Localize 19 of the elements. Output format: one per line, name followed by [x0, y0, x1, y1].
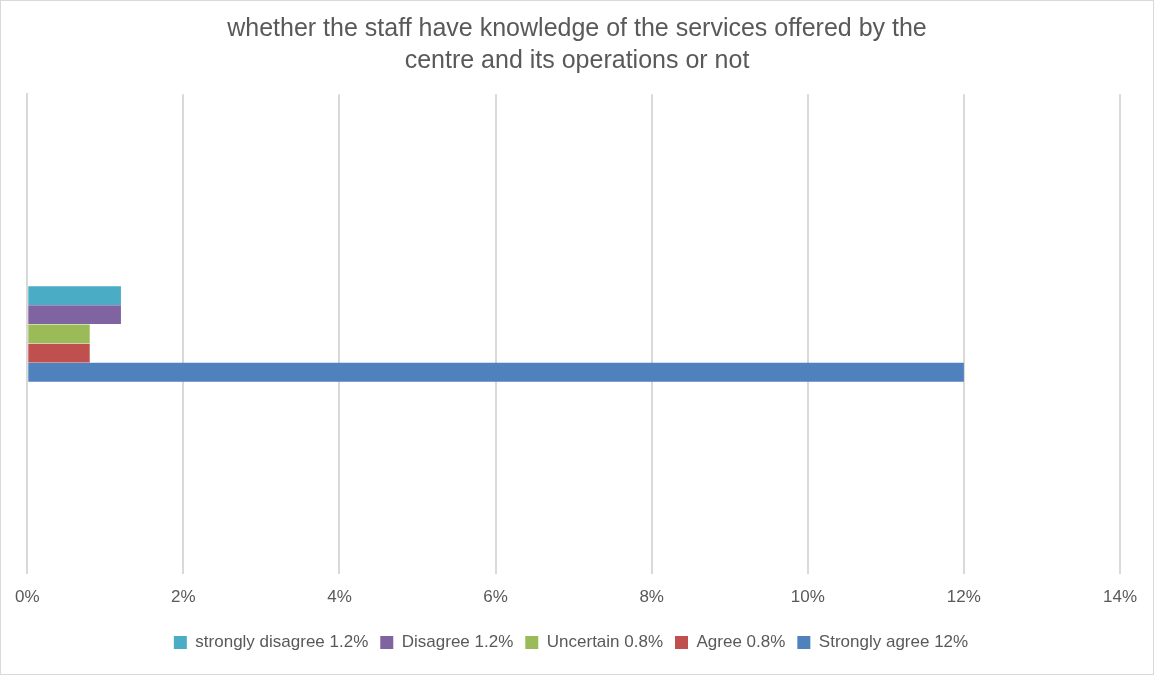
x-tick-label: 10%: [790, 587, 825, 607]
bar: [28, 305, 121, 325]
chart-title: whether the staff have knowledge of the services offered by the centre and its operations or not: [227, 12, 927, 75]
x-tick-label: 12%: [946, 587, 981, 607]
bar: [28, 343, 90, 363]
x-tick-label: 8%: [639, 587, 664, 607]
x-tick-label: 6%: [483, 587, 508, 607]
x-tick-label: 4%: [327, 587, 352, 607]
legend-label: Disagree 1.2%: [401, 632, 514, 652]
legend-label: Strongly agree 12%: [818, 632, 969, 652]
bar: [28, 362, 964, 382]
bar: [28, 324, 90, 344]
x-tick-label: 0%: [15, 587, 40, 607]
bar: [28, 286, 121, 305]
legend-label: Agree 0.8%: [696, 632, 786, 652]
legend-label: strongly disagree 1.2%: [195, 632, 369, 652]
legend-label: Uncertain 0.8%: [546, 632, 664, 652]
x-tick-label: 2%: [171, 587, 196, 607]
x-tick-label: 14%: [1102, 587, 1137, 607]
